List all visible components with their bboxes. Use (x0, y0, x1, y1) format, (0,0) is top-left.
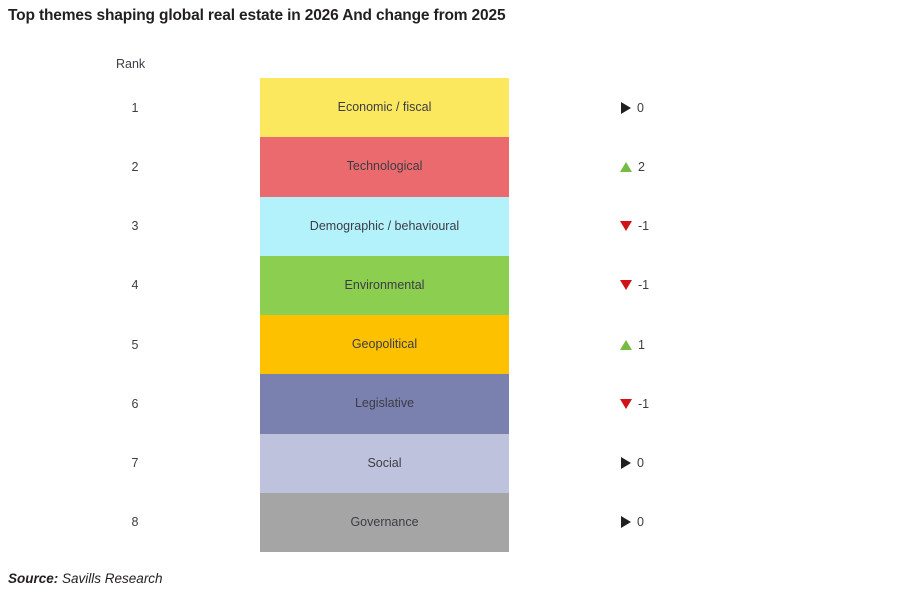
change-value: -1 (638, 278, 650, 293)
triangle-down-icon (620, 280, 632, 291)
bar-segment-label: Governance (350, 514, 419, 529)
triangle-right-icon (621, 101, 631, 114)
bar-segment[interactable]: Economic / fiscal (260, 78, 509, 138)
triangle-up-icon (620, 161, 632, 172)
bar-segment[interactable]: Social (260, 433, 509, 493)
bar-segment[interactable]: Geopolitical (260, 315, 509, 375)
triangle-down-icon (620, 221, 632, 232)
bar-segment-label: Technological (346, 159, 423, 174)
change-indicator: -1 (560, 256, 710, 315)
page-title: Top themes shaping global real estate in… (8, 7, 506, 24)
change-value: 0 (637, 515, 644, 530)
change-indicator: 0 (560, 78, 710, 137)
triangle-right-icon (621, 457, 631, 470)
source-footer: Source: Savills Research (8, 571, 163, 586)
bar-segment[interactable]: Demographic / behavioural (260, 196, 509, 256)
change-indicator: 0 (560, 493, 710, 552)
bar-segment-label: Legislative (354, 396, 415, 411)
stacked-bar-chart: Economic / fiscal Technological Demographi… (260, 78, 509, 552)
change-value: 0 (637, 456, 644, 471)
change-value: -1 (638, 219, 650, 234)
rank-column-header: Rank (116, 57, 146, 71)
rank-column: 1 2 3 4 5 6 7 8 (104, 78, 166, 552)
change-value: 1 (638, 337, 645, 352)
bar-segment[interactable]: Technological (260, 137, 509, 197)
bar-segment-label: Environmental (344, 277, 425, 292)
change-value: 2 (638, 159, 645, 174)
bar-segment-label: Economic / fiscal (337, 100, 432, 115)
bar-segment[interactable]: Environmental (260, 255, 509, 315)
rank-cell: 1 (131, 100, 139, 115)
bar-segment-label: Social (367, 455, 402, 470)
rank-cell: 7 (131, 456, 139, 471)
rank-cell: 4 (131, 278, 139, 293)
change-indicator: 2 (560, 137, 710, 196)
bar-segment-label: Geopolitical (351, 337, 418, 352)
rank-cell: 2 (131, 159, 139, 174)
change-indicator: -1 (560, 197, 710, 256)
source-text: Savills Research (62, 571, 163, 586)
triangle-right-icon (621, 516, 631, 529)
source-label: Source: (8, 571, 59, 586)
triangle-up-icon (620, 339, 632, 350)
change-indicator: -1 (560, 374, 710, 433)
bar-segment-label: Demographic / behavioural (309, 218, 460, 233)
bar-segment[interactable]: Legislative (260, 374, 509, 434)
change-indicator: 0 (560, 434, 710, 493)
change-value: 0 (637, 100, 644, 115)
rank-cell: 6 (131, 396, 139, 411)
change-indicator-column: 0 2 -1 -1 1 -1 0 0 (560, 78, 710, 552)
rank-cell: 5 (131, 337, 139, 352)
rank-cell: 8 (131, 515, 139, 530)
change-indicator: 1 (560, 315, 710, 374)
bar-segment[interactable]: Governance (260, 492, 509, 552)
change-value: -1 (638, 396, 650, 411)
rank-cell: 3 (131, 219, 139, 234)
triangle-down-icon (620, 398, 632, 409)
